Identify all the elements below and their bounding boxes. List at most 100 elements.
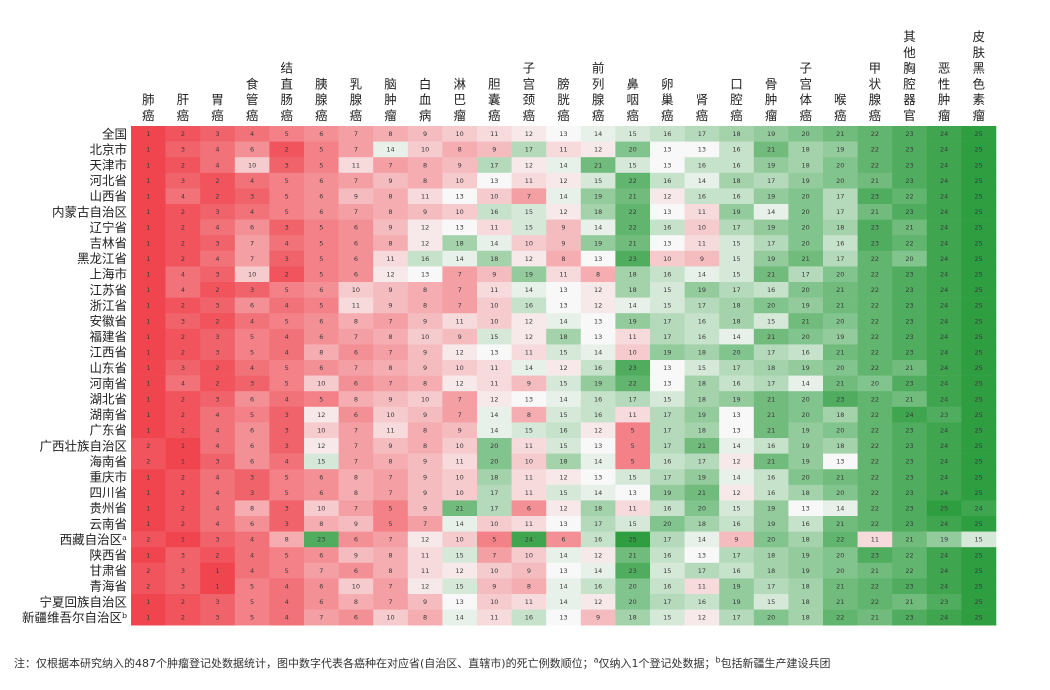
heatmap-cell (615, 266, 651, 283)
heatmap-cell (892, 547, 928, 564)
cell-value: 21 (767, 411, 775, 419)
heatmap-cell (615, 172, 651, 189)
cell-value: 16 (490, 208, 498, 216)
heatmap-cell (234, 157, 270, 174)
heatmap-cell (304, 250, 339, 267)
heatmap-cell (338, 594, 374, 610)
heatmap-cell (131, 609, 166, 626)
cell-value: 13 (559, 520, 567, 528)
cell-value: 19 (525, 271, 533, 279)
svg-text:性: 性 (938, 76, 951, 91)
cell-value: 7 (354, 442, 358, 450)
cell-value: 24 (940, 551, 948, 559)
cell-value: 14 (594, 489, 602, 497)
cell-value: 20 (836, 317, 844, 325)
svg-text:腺: 腺 (315, 92, 328, 107)
heatmap-cell (407, 547, 443, 564)
cell-value: 25 (975, 333, 983, 341)
cell-value: 11 (698, 583, 706, 591)
heatmap-cell (823, 438, 858, 454)
cell-value: 18 (732, 302, 740, 310)
heatmap-cell (961, 266, 997, 283)
cell-value: 12 (594, 427, 602, 435)
cell-value: 8 (561, 255, 565, 263)
heatmap-cell (580, 344, 616, 361)
cell-value: 22 (871, 130, 879, 138)
heatmap-cell (926, 282, 962, 298)
heatmap-cell (788, 391, 824, 408)
cell-value: 7 (388, 317, 392, 325)
heatmap-cell (442, 219, 478, 236)
heatmap-cell (200, 344, 236, 361)
svg-text:肾: 肾 (696, 92, 709, 107)
heatmap-cell (650, 375, 685, 392)
heatmap-cell (823, 562, 858, 579)
cell-value: 17 (698, 567, 706, 575)
cell-value: 16 (663, 271, 671, 279)
cell-value: 21 (836, 349, 844, 357)
cell-value: 19 (767, 193, 775, 201)
cell-value: 3 (285, 411, 289, 419)
cell-value: 7 (354, 427, 358, 435)
heatmap-cell (753, 375, 789, 392)
heatmap-cell (684, 235, 720, 252)
cell-value: 2 (181, 411, 185, 419)
svg-text:瘤: 瘤 (384, 108, 397, 123)
svg-text:巢: 巢 (661, 92, 674, 107)
heatmap-cell (165, 313, 201, 330)
cell-value: 2 (181, 614, 185, 622)
svg-text:膀: 膀 (557, 76, 570, 91)
cell-value: 10 (698, 224, 706, 232)
cell-value: 8 (319, 349, 323, 357)
row-label: 辽宁省 (89, 220, 127, 235)
svg-text:脑: 脑 (384, 76, 397, 91)
cell-value: 4 (215, 146, 219, 154)
cell-value: 23 (905, 427, 913, 435)
cell-value: 10 (525, 458, 533, 466)
heatmap-cell (200, 391, 236, 408)
row-label: 青海省 (89, 579, 127, 594)
row-label: 江西省 (89, 345, 127, 360)
cell-value: 20 (905, 255, 913, 263)
cell-value: 1 (146, 161, 150, 169)
heatmap-cell (753, 547, 789, 564)
cell-value: 21 (629, 239, 637, 247)
heatmap-cell (926, 500, 962, 517)
heatmap-cell (477, 578, 512, 595)
cell-value: 14 (456, 520, 464, 528)
heatmap-cell (200, 516, 236, 532)
heatmap-cell (892, 500, 928, 517)
heatmap-cell (304, 391, 339, 408)
heatmap-cell (442, 360, 478, 376)
column-header: 喉癌 (834, 92, 847, 123)
svg-text:骨: 骨 (765, 76, 778, 91)
heatmap-cell (719, 438, 755, 454)
cell-value: 8 (388, 567, 392, 575)
cell-value: 9 (423, 349, 427, 357)
heatmap-cell (304, 531, 339, 548)
heatmap-cell (407, 282, 443, 298)
heatmap-cell (546, 328, 582, 345)
heatmap-cell (857, 250, 893, 267)
cell-value: 12 (698, 614, 706, 622)
heatmap-cell (442, 484, 478, 501)
heatmap-cell (407, 250, 443, 267)
heatmap-cell (961, 531, 997, 548)
cell-value: 5 (631, 427, 635, 435)
cell-value: 18 (802, 583, 810, 591)
heatmap-cell (892, 157, 928, 174)
cell-value: 24 (940, 177, 948, 185)
cell-value: 3 (215, 536, 219, 544)
heatmap-cell (200, 562, 236, 579)
cell-value: 5 (285, 317, 289, 325)
cell-value: 16 (663, 551, 671, 559)
cell-value: 15 (663, 567, 671, 575)
cell-value: 23 (871, 551, 879, 559)
svg-text:列: 列 (592, 76, 605, 91)
heatmap-cell (719, 578, 755, 595)
cell-value: 21 (698, 442, 706, 450)
cell-value: 22 (871, 146, 879, 154)
cell-value: 20 (802, 411, 810, 419)
cell-value: 9 (458, 161, 462, 169)
cell-value: 18 (594, 208, 602, 216)
